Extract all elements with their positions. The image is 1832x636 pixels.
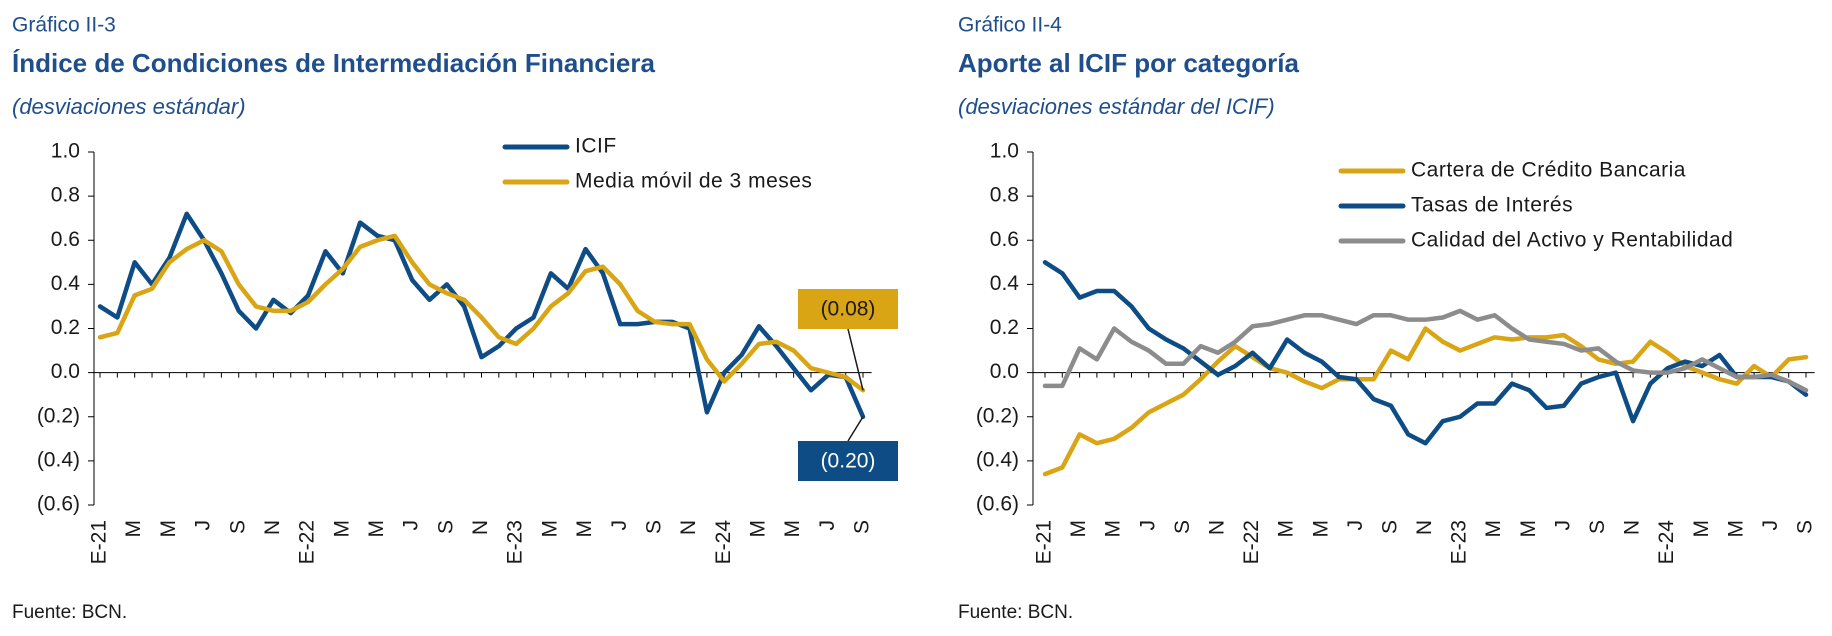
x-tick-label: M bbox=[1517, 520, 1540, 538]
y-tick-label: 1.0 bbox=[990, 140, 1019, 163]
x-tick-label: N bbox=[469, 520, 492, 535]
x-tick-label: J bbox=[1136, 520, 1159, 531]
source: Fuente: BCN. bbox=[12, 602, 127, 623]
y-tick-label: 0.8 bbox=[990, 184, 1019, 207]
series-line bbox=[97, 211, 866, 419]
y-tick-label: (0.6) bbox=[976, 493, 1019, 516]
chart-title: Índice de Condiciones de Intermediación … bbox=[12, 48, 655, 78]
x-tick-label: M bbox=[330, 520, 353, 538]
x-tick-label: N bbox=[261, 520, 284, 535]
x-tick-label: M bbox=[1724, 520, 1747, 538]
x-tick-label: M bbox=[157, 520, 180, 538]
x-tick-label: S bbox=[1794, 520, 1817, 534]
x-tick-label: E-24 bbox=[712, 520, 735, 565]
chart-label: Gráfico II-3 bbox=[12, 14, 116, 37]
x-tick-label: E-21 bbox=[1033, 520, 1056, 564]
series-line bbox=[1042, 260, 1809, 446]
x-tick-label: M bbox=[1275, 520, 1298, 538]
chart-label: Gráfico II-4 bbox=[958, 14, 1062, 37]
x-tick-label: M bbox=[747, 520, 770, 538]
x-tick-label: N bbox=[1206, 520, 1229, 535]
annotation-leader bbox=[847, 328, 864, 391]
x-tick-label: M bbox=[1309, 520, 1332, 538]
x-tick-label: J bbox=[1344, 520, 1367, 531]
annotation-box bbox=[798, 289, 898, 329]
series-line bbox=[97, 233, 866, 393]
x-tick-label: S bbox=[1378, 520, 1401, 534]
x-tick-label: S bbox=[851, 520, 874, 534]
x-tick-label: J bbox=[608, 520, 631, 531]
y-tick-label: (0.2) bbox=[976, 404, 1019, 427]
chart-subtitle: (desviaciones estándar) bbox=[12, 94, 246, 119]
y-tick-label: (0.2) bbox=[37, 404, 80, 427]
y-tick-label: 0.8 bbox=[51, 184, 80, 207]
x-tick-label: N bbox=[1621, 520, 1644, 535]
x-tick-label: S bbox=[226, 520, 249, 534]
x-tick-label: E-22 bbox=[1240, 520, 1263, 564]
legend-label: Media móvil de 3 meses bbox=[575, 170, 812, 193]
x-tick-label: J bbox=[1551, 520, 1574, 531]
x-tick-label: E-22 bbox=[296, 520, 319, 564]
value-label: (0.20) bbox=[821, 450, 876, 473]
annotation-leader bbox=[847, 416, 864, 442]
x-tick-label: M bbox=[1482, 520, 1505, 538]
x-tick-label: S bbox=[434, 520, 457, 534]
x-tick-label: M bbox=[1690, 520, 1713, 538]
x-tick-label: M bbox=[781, 520, 804, 538]
annotation-box bbox=[798, 441, 898, 481]
chart-subtitle: (desviaciones estándar del ICIF) bbox=[958, 94, 1275, 119]
x-tick-label: N bbox=[677, 520, 700, 535]
x-tick-label: E-23 bbox=[1448, 520, 1471, 564]
series-line bbox=[1042, 308, 1809, 393]
x-tick-label: M bbox=[573, 520, 596, 538]
source: Fuente: BCN. bbox=[958, 602, 1073, 623]
series-line bbox=[1042, 326, 1809, 477]
x-tick-label: M bbox=[1067, 520, 1090, 538]
x-tick-label: S bbox=[1586, 520, 1609, 534]
x-tick-label: E-24 bbox=[1655, 520, 1678, 565]
y-tick-label: 0.4 bbox=[990, 272, 1020, 295]
x-tick-label: E-23 bbox=[504, 520, 527, 564]
x-tick-label: M bbox=[538, 520, 561, 538]
x-tick-label: M bbox=[365, 520, 388, 538]
y-tick-label: 0.0 bbox=[990, 360, 1019, 383]
x-tick-label: J bbox=[400, 520, 423, 531]
y-tick-label: (0.4) bbox=[37, 448, 80, 471]
x-tick-label: S bbox=[1171, 520, 1194, 534]
x-tick-label: N bbox=[1413, 520, 1436, 535]
value-label: (0.08) bbox=[821, 298, 876, 321]
y-tick-label: 0.2 bbox=[51, 316, 80, 339]
x-tick-label: E-21 bbox=[88, 520, 111, 564]
legend-label: Tasas de Interés bbox=[1411, 194, 1573, 217]
x-tick-label: M bbox=[1102, 520, 1125, 538]
legend-label: ICIF bbox=[575, 135, 617, 158]
y-tick-label: 0.2 bbox=[990, 316, 1019, 339]
y-tick-label: (0.6) bbox=[37, 493, 80, 516]
x-tick-label: J bbox=[1759, 520, 1782, 531]
x-tick-label: J bbox=[192, 520, 215, 531]
y-tick-label: 0.6 bbox=[51, 228, 80, 251]
legend-label: Calidad del Activo y Rentabilidad bbox=[1411, 229, 1733, 252]
y-tick-label: 0.0 bbox=[51, 360, 80, 383]
legend-label: Cartera de Crédito Bancaria bbox=[1411, 159, 1686, 182]
y-tick-label: 0.4 bbox=[51, 272, 81, 295]
y-tick-label: (0.4) bbox=[976, 448, 1019, 471]
x-tick-label: M bbox=[122, 520, 145, 538]
x-tick-label: J bbox=[816, 520, 839, 531]
y-tick-label: 1.0 bbox=[51, 140, 80, 163]
y-tick-label: 0.6 bbox=[990, 228, 1019, 251]
chart-title: Aporte al ICIF por categoría bbox=[958, 48, 1299, 78]
x-tick-label: S bbox=[642, 520, 665, 534]
